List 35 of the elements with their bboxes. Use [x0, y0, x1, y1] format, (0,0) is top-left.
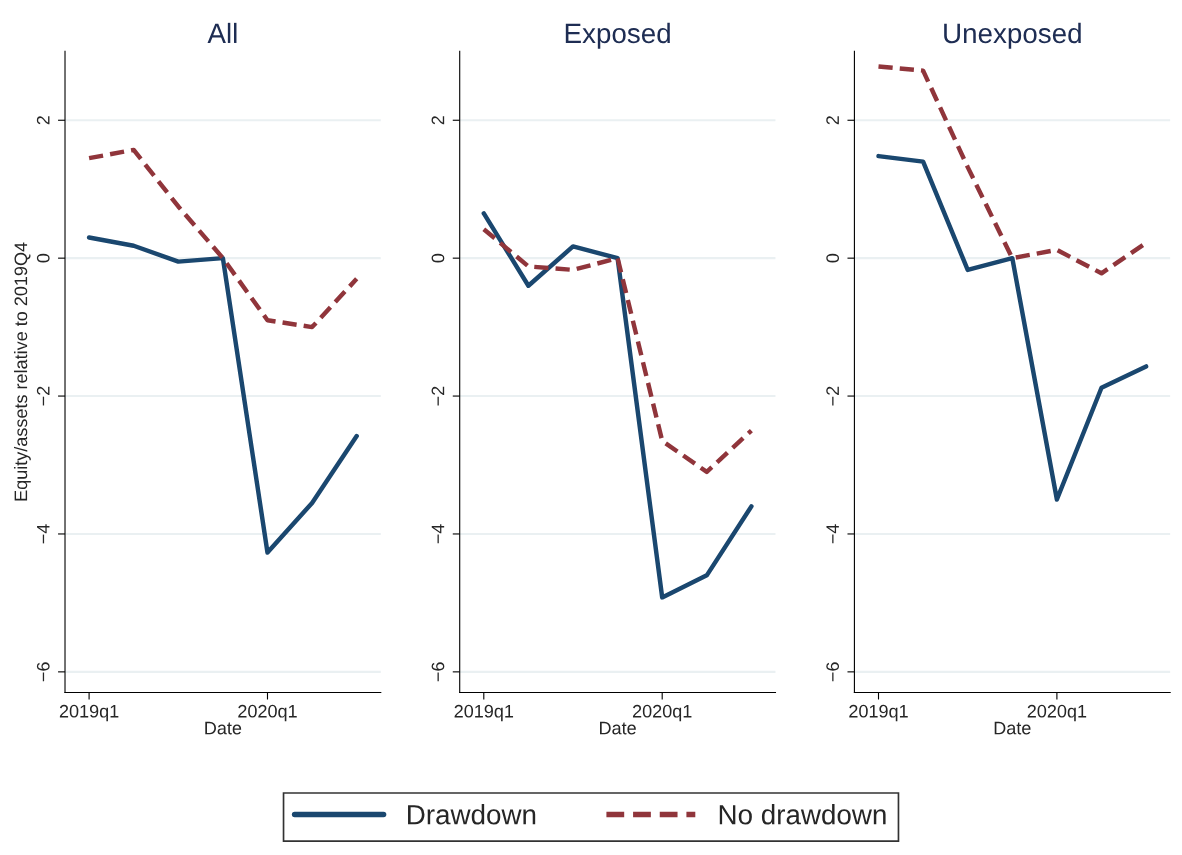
- legend-label: Drawdown: [408, 804, 536, 825]
- y-tick-label: −2: [431, 386, 445, 406]
- y-tick-label: −2: [36, 386, 50, 406]
- line-series: [876, 153, 1149, 502]
- x-axis-title: Date: [205, 721, 242, 735]
- y-tick-label: 2: [36, 116, 50, 125]
- x-tick-label: 2020q1: [632, 704, 692, 722]
- y-tick-label: 2: [431, 116, 445, 125]
- y-tick-label: 0: [826, 253, 840, 263]
- x-tick-label: 2019q1: [454, 704, 514, 722]
- x-axis-title: Date: [994, 721, 1031, 735]
- y-tick-label: 0: [431, 253, 445, 263]
- line-series: [481, 211, 754, 600]
- x-axis-title: Date: [600, 721, 636, 735]
- legend-label: No drawdown: [719, 804, 886, 825]
- line-series: [86, 147, 359, 330]
- chart-title: Exposed: [565, 22, 670, 49]
- x-tick-label: 2019q1: [849, 704, 908, 722]
- y-tick-label: −6: [36, 662, 50, 682]
- chart-title: All: [207, 22, 237, 43]
- x-tick-label: 2020q1: [238, 704, 297, 722]
- y-tick-label: −2: [826, 386, 839, 406]
- y-tick-label: −6: [431, 662, 445, 682]
- y-tick-label: −6: [826, 662, 840, 682]
- line-series: [86, 235, 359, 555]
- line-series: [481, 226, 754, 475]
- y-tick-label: 0: [36, 253, 50, 263]
- y-tick-label: −4: [37, 524, 50, 544]
- chart-title: Unexposed: [944, 22, 1081, 49]
- y-tick-label: −4: [431, 524, 445, 544]
- x-tick-label: 2020q1: [1027, 704, 1087, 722]
- y-tick-label: 2: [826, 116, 839, 125]
- x-tick-label: 2019q1: [59, 704, 119, 722]
- y-axis-title: Equity/assets relative to 2019Q4: [13, 242, 31, 501]
- y-tick-label: −4: [826, 524, 839, 544]
